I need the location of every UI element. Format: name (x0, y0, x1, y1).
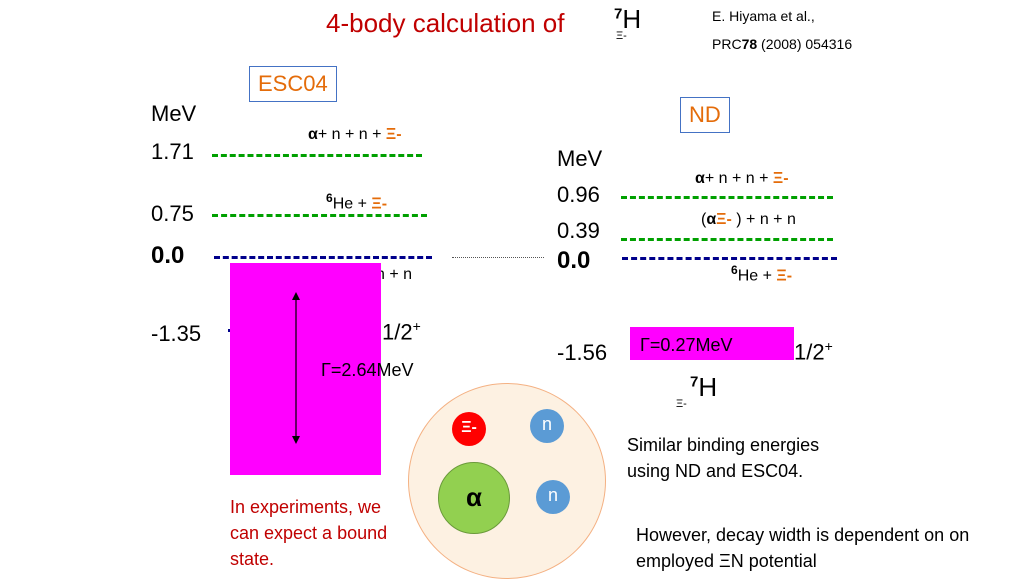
right-spin-parity: 1/2+ (794, 338, 833, 365)
right-width-label: Γ=0.27MeV (640, 335, 733, 355)
left-line-1-71 (212, 154, 422, 157)
alpha-particle (438, 462, 510, 534)
right-width-box (630, 327, 794, 360)
right-label-6he-xi: 6He + Ξ- (731, 263, 793, 285)
cluster-outer-circle (408, 383, 606, 579)
left-label-alpha-nnxi: α+ n + n + Ξ- (308, 126, 402, 143)
left-unit: MeV (151, 101, 197, 126)
alpha-label: α (466, 482, 482, 512)
however-note: However, decay width is dependent on on … (636, 525, 970, 571)
similar-note: Similar binding energies using ND and ES… (627, 435, 820, 481)
nd-label: ND (680, 97, 730, 133)
right-nucleus-subscript: Ξ- (676, 398, 687, 410)
left-level-1-71: 1.71 (151, 139, 194, 164)
left-line-0-0 (214, 256, 432, 259)
connector-dotted-line (452, 257, 544, 258)
title-subscript: Ξ- (616, 30, 627, 42)
right-label-alphaxi-nn: (αΞ- ) + n + n (701, 211, 796, 228)
left-width-label: Γ=2.64MeV (321, 360, 414, 380)
left-width-box (230, 263, 381, 475)
right-level-0-96: 0.96 (557, 182, 600, 207)
reference-rest: (2008) 054316 (761, 36, 853, 52)
left-spin-parity: 1/2+ (382, 318, 421, 345)
left-level-0-0: 0.0 (151, 242, 185, 269)
xi-particle (452, 412, 486, 446)
reference-authors: E. Hiyama et al., (712, 8, 815, 24)
slide-title: 4-body calculation of (326, 8, 565, 38)
left-label-6he-xi: 6He + Ξ- (326, 191, 388, 213)
neutron-2 (536, 480, 570, 514)
reference-journal: PRC (712, 36, 742, 52)
right-label-alpha-nnxi: α+ n + n + Ξ- (695, 170, 789, 187)
right-line-0-96 (621, 196, 833, 199)
right-unit: MeV (557, 146, 603, 171)
xi-label: Ξ- (461, 419, 477, 436)
neutron-2-label: n (547, 485, 558, 505)
left-line-0-75 (212, 214, 427, 217)
right-level-neg-1-56: -1.56 (557, 340, 608, 365)
title-mass-number: 7 (614, 5, 623, 23)
left-label-partial: n + n (376, 266, 413, 283)
experiments-note: In experiments, we can expect a bound st… (230, 497, 388, 569)
right-level-0-0: 0.0 (557, 247, 591, 274)
right-level-0-39: 0.39 (557, 218, 600, 243)
title-nucleus: 7H (614, 4, 641, 35)
neutron-1-label: n (541, 414, 552, 434)
left-width-arrow (292, 292, 300, 444)
right-line-0-39 (621, 238, 833, 241)
right-line-0-0 (622, 257, 837, 260)
esc04-label: ESC04 (249, 66, 337, 102)
left-level-0-75: 0.75 (151, 201, 194, 226)
reference-volume: 78 (741, 36, 758, 52)
reference-citation: PRC78 (2008) 054316 (712, 36, 852, 52)
right-nucleus: 7H (690, 372, 718, 402)
title-nucleus-symbol: H (622, 4, 642, 34)
left-level-neg-1-35: -1.35 (151, 321, 202, 346)
neutron-1 (530, 409, 564, 443)
